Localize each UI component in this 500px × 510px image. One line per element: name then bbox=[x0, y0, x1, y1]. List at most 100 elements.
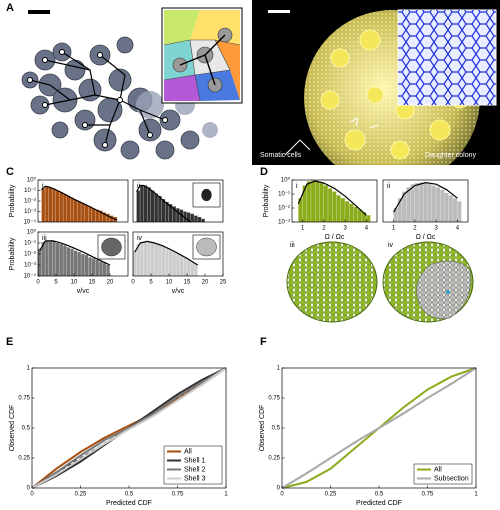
fit-curve bbox=[39, 240, 111, 266]
bar bbox=[298, 198, 303, 222]
bar bbox=[52, 241, 56, 276]
annotation: Daughter colony bbox=[425, 152, 476, 159]
bar bbox=[169, 249, 173, 276]
bar bbox=[48, 240, 53, 276]
bar bbox=[151, 190, 155, 222]
legend-label: Shell 1 bbox=[184, 457, 206, 464]
bar bbox=[158, 195, 162, 222]
plot-frame bbox=[382, 179, 469, 223]
bar bbox=[92, 258, 96, 276]
bar bbox=[190, 213, 194, 222]
panel-b-image bbox=[252, 0, 500, 165]
x-tick-label: 5 bbox=[54, 280, 58, 286]
bar bbox=[136, 244, 140, 276]
x-axis-label: Predicted CDF bbox=[356, 500, 402, 507]
bar bbox=[74, 199, 78, 222]
x-tick-label: 0.75 bbox=[422, 492, 434, 498]
x-tick-label: 10 bbox=[71, 280, 78, 286]
bar bbox=[349, 203, 354, 222]
bar bbox=[179, 255, 184, 276]
y-tick-label: 1 bbox=[277, 366, 281, 372]
fit-curve bbox=[393, 182, 458, 213]
bar bbox=[169, 204, 173, 222]
inset-render bbox=[196, 237, 217, 257]
bar bbox=[357, 209, 362, 222]
plot-frame bbox=[132, 179, 224, 223]
bar bbox=[63, 194, 67, 222]
bar bbox=[311, 180, 316, 222]
bar bbox=[158, 244, 162, 276]
y-axis-label: Observed CDF bbox=[9, 405, 16, 452]
bar bbox=[444, 192, 449, 222]
bar bbox=[448, 195, 453, 222]
y-tick-label: 10⁻¹ bbox=[278, 192, 290, 198]
y-tick-label: 10⁻² bbox=[278, 206, 290, 212]
y-tick-label: 10⁻² bbox=[24, 252, 36, 258]
bar bbox=[187, 259, 191, 276]
y-tick-label: 10⁻³ bbox=[24, 263, 36, 269]
bar bbox=[88, 206, 92, 222]
bar bbox=[419, 182, 424, 222]
bar bbox=[393, 208, 398, 222]
bar bbox=[92, 208, 96, 222]
bar bbox=[59, 244, 63, 276]
cdf-line bbox=[31, 367, 227, 489]
bar bbox=[328, 188, 333, 222]
bar bbox=[353, 206, 358, 222]
bar bbox=[161, 199, 166, 222]
y-tick-label: 0.5 bbox=[272, 426, 281, 432]
y-tick-label: 10⁰ bbox=[27, 177, 37, 184]
bar bbox=[332, 191, 337, 222]
bar bbox=[140, 241, 144, 276]
bar bbox=[143, 241, 148, 276]
bar bbox=[66, 195, 71, 222]
x-tick-label: 3 bbox=[343, 226, 347, 232]
bar bbox=[302, 185, 307, 222]
y-tick-label: 0.25 bbox=[268, 456, 280, 462]
panel-a-image bbox=[21, 7, 243, 160]
bar bbox=[340, 198, 345, 222]
y-tick-label: 0.5 bbox=[22, 426, 31, 432]
bar bbox=[45, 240, 49, 276]
panel-sublabel: ii bbox=[387, 183, 391, 190]
bar bbox=[194, 215, 198, 222]
bar bbox=[81, 203, 85, 222]
bar bbox=[102, 212, 107, 222]
bar bbox=[48, 187, 53, 222]
bar bbox=[84, 255, 89, 276]
panel-label: F bbox=[260, 336, 267, 348]
bar bbox=[197, 216, 202, 222]
x-tick-label: 15 bbox=[89, 280, 96, 286]
bar bbox=[457, 201, 462, 222]
bar bbox=[95, 209, 99, 222]
bar bbox=[74, 250, 78, 276]
colony-render bbox=[286, 241, 474, 323]
bar bbox=[70, 197, 74, 222]
bar bbox=[106, 213, 110, 222]
bar bbox=[323, 185, 328, 222]
bar bbox=[136, 190, 140, 222]
bar bbox=[38, 248, 42, 276]
plot-frame bbox=[132, 231, 224, 277]
panel-sublabel: i bbox=[296, 183, 298, 190]
y-axis-label: Probability bbox=[9, 184, 16, 217]
bar bbox=[151, 242, 155, 276]
panel-sublabel: iii bbox=[42, 235, 47, 242]
x-tick-label: 5 bbox=[149, 280, 153, 286]
bar bbox=[77, 252, 81, 276]
x-tick-label: 20 bbox=[202, 280, 209, 286]
legend-label: Shell 2 bbox=[184, 466, 206, 473]
x-axis-label: Ω / Ωc bbox=[325, 234, 345, 241]
bar bbox=[41, 242, 45, 276]
x-tick-label: 15 bbox=[184, 280, 191, 286]
inset-render bbox=[201, 188, 212, 202]
y-axis-label: Probability bbox=[9, 237, 16, 270]
y-tick-label: 0.25 bbox=[18, 456, 30, 462]
annotation: Somatic cells bbox=[260, 152, 302, 159]
bar bbox=[345, 201, 350, 222]
bar bbox=[190, 261, 194, 276]
fit-curve bbox=[41, 185, 118, 221]
bar bbox=[99, 261, 103, 276]
y-tick-label: 10⁻¹ bbox=[24, 241, 36, 247]
